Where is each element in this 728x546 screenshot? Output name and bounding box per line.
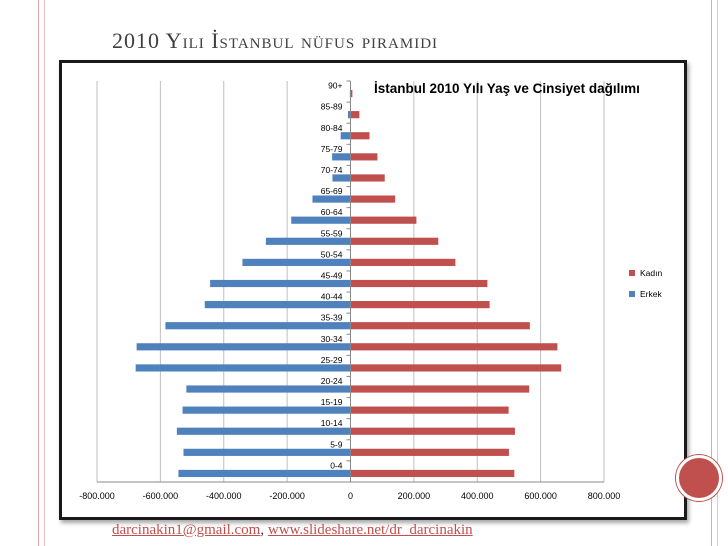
bar-erkek (186, 385, 351, 393)
bar-kadin (350, 364, 562, 372)
bar-erkek (291, 216, 351, 224)
bar-kadin (350, 153, 378, 161)
category-label: 75-79 (321, 144, 343, 154)
bar-kadin (350, 406, 509, 414)
bar-kadin (350, 216, 417, 224)
chart-frame: -800.000 -600.000 -400.000 -200.000 0 200.000… (59, 60, 687, 520)
bar-erkek (332, 153, 351, 161)
bar-kadin (350, 279, 488, 288)
category-label: 30-34 (321, 334, 343, 344)
x-tick-label: -400.000 (206, 491, 242, 501)
footer-separator: , (260, 522, 268, 538)
bar-kadin (350, 132, 370, 140)
bar-kadin (350, 385, 530, 393)
bar-kadin (350, 469, 515, 478)
category-label: 55-59 (321, 228, 343, 238)
right-decor-line (711, 0, 712, 546)
bar-erkek (242, 258, 351, 266)
category-label: 40-44 (321, 292, 343, 302)
x-tick-label: -600.000 (143, 491, 179, 501)
bar-erkek (265, 237, 351, 245)
bar-erkek (165, 322, 351, 330)
bar-kadin (350, 301, 490, 309)
chart-title: İstanbul 2010 Yılı Yaş ve Cinsiyet dağıl… (374, 81, 640, 96)
bar-kadin (350, 258, 456, 266)
category-label: 10-14 (321, 418, 343, 428)
category-label: 35-39 (321, 313, 343, 323)
bar-erkek (136, 343, 351, 351)
bar-kadin (350, 174, 385, 182)
bar-erkek (347, 111, 351, 119)
bar-erkek (176, 427, 351, 435)
bar-erkek (182, 406, 351, 414)
footer: darcinakin1@gmail.com, www.slideshare.ne… (112, 522, 473, 539)
category-label: 60-64 (321, 207, 343, 217)
bar-erkek (340, 132, 351, 140)
category-label: 50-54 (321, 249, 343, 259)
x-tick-label: -800.000 (79, 491, 115, 501)
legend-swatch (629, 270, 635, 276)
bar-kadin (350, 111, 360, 119)
x-tick-label: 0 (348, 491, 353, 501)
x-tick-label: 400.000 (461, 491, 494, 501)
footer-url-link[interactable]: www.slideshare.net/dr_darcinakin (267, 522, 473, 538)
population-pyramid-chart: -800.000 -600.000 -400.000 -200.000 0 200.000… (79, 80, 662, 501)
legend-label: Kadın (640, 268, 662, 278)
category-label: 90+ (328, 81, 342, 91)
bar-kadin (350, 195, 396, 203)
bar-erkek (135, 364, 351, 372)
left-decor-line (38, 0, 39, 546)
category-label: 20-24 (321, 376, 343, 386)
left-decor-line-2 (44, 0, 45, 546)
slide-title: 2010 Yılı İstanbul nüfus piramidı (112, 28, 439, 53)
category-label: 65-69 (321, 186, 343, 196)
bar-kadin (350, 89, 353, 98)
bar-erkek (204, 301, 351, 309)
category-label: 70-74 (321, 165, 343, 175)
bar-kadin (350, 343, 558, 351)
bar-erkek (312, 195, 351, 203)
category-label: 15-19 (321, 397, 343, 407)
x-tick-label: 600.000 (524, 491, 557, 501)
bar-erkek (210, 279, 351, 288)
legend-swatch (629, 291, 635, 297)
category-label: 25-29 (321, 355, 343, 365)
category-label: 5-9 (330, 439, 343, 449)
bar-erkek (332, 174, 351, 182)
x-tick-label: -200.000 (269, 491, 305, 501)
bar-kadin (350, 427, 515, 435)
category-label: 0-4 (330, 460, 343, 470)
right-decor-line-2 (717, 0, 718, 546)
category-label: 45-49 (321, 271, 343, 281)
slide-number-badge (676, 455, 722, 501)
bar-kadin (350, 237, 439, 245)
legend-label: Erkek (640, 289, 662, 299)
bar-erkek (178, 469, 351, 478)
bar-erkek (183, 448, 351, 456)
category-label: 85-89 (321, 102, 343, 112)
bar-kadin (350, 448, 509, 456)
x-tick-label: 800.000 (588, 491, 621, 501)
category-label: 80-84 (321, 123, 343, 133)
bar-kadin (350, 322, 530, 330)
footer-email-link[interactable]: darcinakin1@gmail.com (112, 522, 261, 538)
x-tick-label: 200.000 (398, 491, 431, 501)
